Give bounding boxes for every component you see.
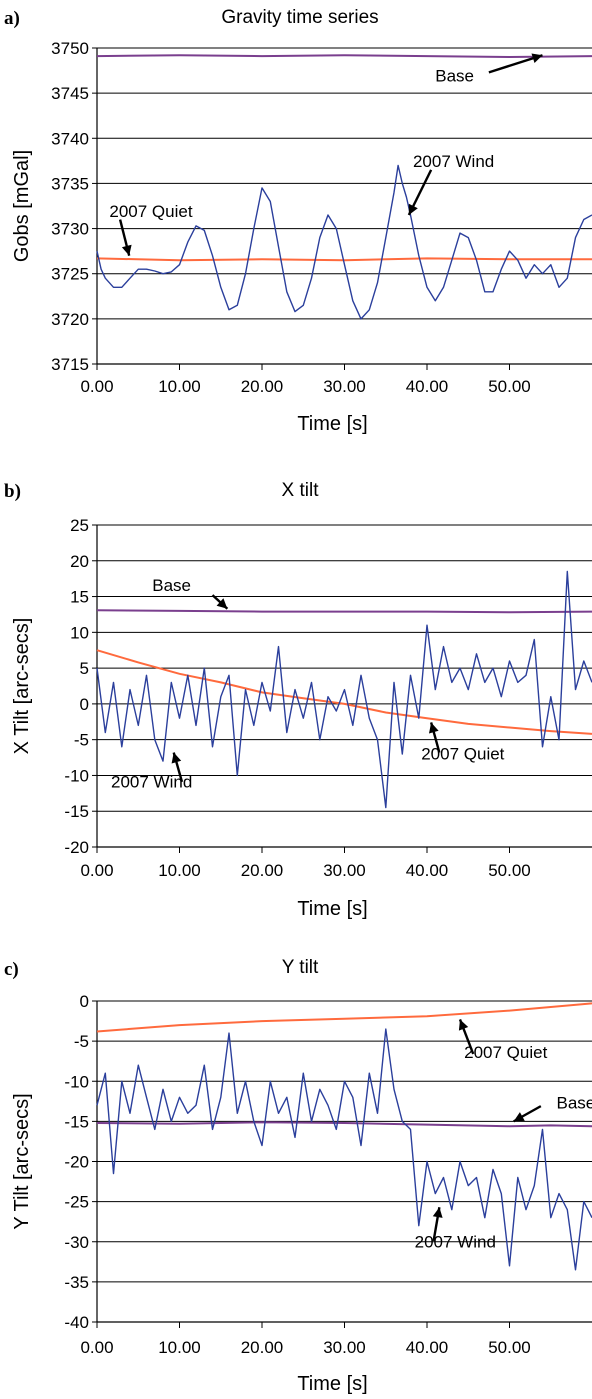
series-line-base bbox=[96, 54, 592, 58]
y-tick-label: -10 bbox=[64, 766, 89, 785]
x-tick-label: 30.00 bbox=[323, 1338, 366, 1357]
x-tick-label: 50.00 bbox=[488, 1338, 531, 1357]
y-tick-label: 3720 bbox=[51, 310, 89, 329]
y-axis-label: Gobs [mGal] bbox=[11, 150, 33, 262]
x-axis-label: Time [s] bbox=[297, 1373, 367, 1395]
y-tick-label: -15 bbox=[64, 802, 89, 821]
annotation-arrowhead bbox=[216, 598, 228, 609]
y-tick-label: -20 bbox=[64, 838, 89, 857]
y-tick-label: -15 bbox=[64, 1112, 89, 1131]
x-tick-label: 10.00 bbox=[158, 861, 201, 880]
y-tick-label: 10 bbox=[70, 623, 89, 642]
y-tick-label: -30 bbox=[64, 1233, 89, 1252]
series-line-wind bbox=[96, 1028, 592, 1271]
y-tick-label: -20 bbox=[64, 1153, 89, 1172]
x-tick-label: 20.00 bbox=[241, 1338, 284, 1357]
y-tick-label: 20 bbox=[70, 552, 89, 571]
x-tick-label: 50.00 bbox=[488, 861, 531, 880]
x-tick-label: 30.00 bbox=[323, 861, 366, 880]
x-tick-label: 20.00 bbox=[241, 377, 284, 396]
chart-title: X tilt bbox=[282, 480, 320, 501]
x-tick-label: 10.00 bbox=[158, 377, 201, 396]
y-tick-label: 3745 bbox=[51, 84, 89, 103]
x-axis-label: Time [s] bbox=[297, 413, 367, 435]
panel-letter: b) bbox=[4, 481, 21, 502]
y-tick-label: 3725 bbox=[51, 265, 89, 284]
chart-title: Gravity time series bbox=[221, 7, 378, 28]
series-line-base bbox=[96, 609, 592, 614]
y-tick-label: -5 bbox=[74, 1032, 89, 1051]
x-tick-label: 10.00 bbox=[158, 1338, 201, 1357]
annotation-arrowhead bbox=[121, 244, 132, 256]
x-tick-label: 30.00 bbox=[323, 377, 366, 396]
annotation-label: 2007 Quiet bbox=[464, 1043, 547, 1062]
annotation-label: Base bbox=[435, 66, 474, 85]
annotation-arrowhead bbox=[171, 752, 182, 764]
y-tick-label: -35 bbox=[64, 1273, 89, 1292]
annotation-arrowhead bbox=[408, 203, 418, 216]
annotation-label: 2007 Wind bbox=[415, 1232, 496, 1251]
series-line-quiet bbox=[96, 257, 592, 262]
y-tick-label: -40 bbox=[64, 1313, 89, 1332]
y-axis-label: Y Tilt [arc-secs] bbox=[11, 1093, 33, 1229]
y-tick-label: -10 bbox=[64, 1072, 89, 1091]
annotation-label: Base bbox=[557, 1094, 592, 1113]
y-tick-label: 5 bbox=[80, 659, 89, 678]
annotation-arrowhead bbox=[513, 1112, 525, 1122]
x-tick-label: 50.00 bbox=[488, 377, 531, 396]
y-tick-label: 3715 bbox=[51, 355, 89, 374]
y-tick-label: 15 bbox=[70, 588, 89, 607]
y-tick-label: 3735 bbox=[51, 174, 89, 193]
y-tick-label: 0 bbox=[80, 695, 89, 714]
x-tick-label: 40.00 bbox=[406, 861, 449, 880]
series-line-quiet bbox=[96, 1002, 592, 1033]
y-axis-label: X Tilt [arc-secs] bbox=[11, 618, 33, 755]
chart-title: Y tilt bbox=[282, 957, 319, 978]
x-tick-label: 20.00 bbox=[241, 861, 284, 880]
annotation-label: 2007 Quiet bbox=[109, 202, 192, 221]
x-tick-label: 40.00 bbox=[406, 1338, 449, 1357]
panel-letter: a) bbox=[4, 8, 20, 29]
x-axis-label: Time [s] bbox=[297, 898, 367, 920]
y-tick-label: 3740 bbox=[51, 129, 89, 148]
annotation-label: 2007 Quiet bbox=[421, 745, 504, 764]
y-tick-label: 25 bbox=[70, 516, 89, 535]
annotation-arrowhead bbox=[432, 1207, 443, 1218]
annotation-arrowhead bbox=[429, 722, 439, 734]
series-line-wind bbox=[96, 164, 592, 320]
series-line-wind bbox=[96, 570, 592, 809]
y-tick-label: -25 bbox=[64, 1193, 89, 1212]
panel-letter: c) bbox=[4, 959, 19, 980]
x-tick-label: 0.00 bbox=[80, 1338, 113, 1357]
annotation-label: 2007 Wind bbox=[111, 773, 192, 792]
x-tick-label: 0.00 bbox=[80, 861, 113, 880]
x-tick-label: 0.00 bbox=[80, 377, 113, 396]
series-line-base bbox=[96, 1121, 592, 1128]
y-tick-label: -5 bbox=[74, 731, 89, 750]
annotation-label: Base bbox=[152, 576, 191, 595]
y-tick-label: 0 bbox=[80, 992, 89, 1011]
series-line-quiet bbox=[96, 649, 592, 735]
x-tick-label: 40.00 bbox=[406, 377, 449, 396]
annotation-arrowhead bbox=[458, 1019, 469, 1031]
annotation-arrowhead bbox=[531, 53, 543, 63]
y-tick-label: 3750 bbox=[51, 39, 89, 58]
annotation-label: 2007 Wind bbox=[413, 152, 494, 171]
y-tick-label: 3730 bbox=[51, 220, 89, 239]
